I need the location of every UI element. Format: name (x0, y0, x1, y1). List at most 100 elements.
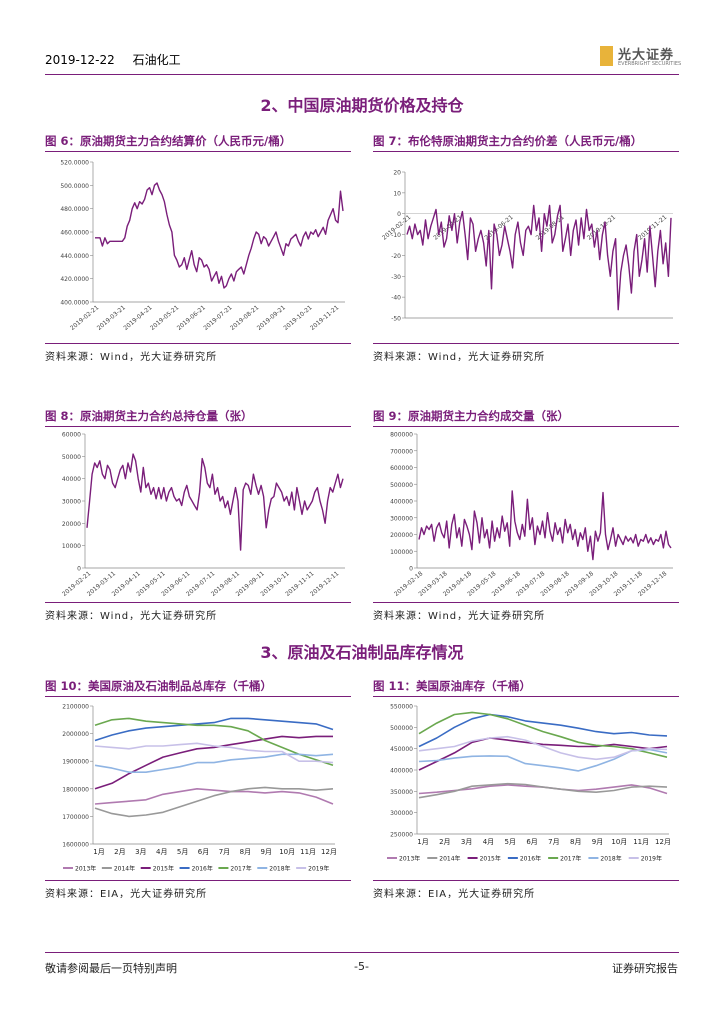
fig6-source: 资料来源：Wind，光大证券研究所 (45, 352, 218, 363)
y-tick-label: 700000 (390, 448, 413, 455)
y-tick-label: 520.0000 (60, 160, 89, 167)
series-line-2 (418, 782, 668, 799)
x-tick-label: 7月 (219, 848, 230, 856)
fig8-source: 资料来源：Wind，光大证券研究所 (45, 611, 218, 622)
legend-label: 2015年 (153, 865, 174, 873)
y-tick-label: 0 (409, 566, 413, 573)
y-tick-label: 550000 (390, 704, 413, 711)
fig7-title: 图 7：布伦特原油期货主力合约价差（人民币元/桶） (373, 134, 643, 148)
fig6-bottom-rule (45, 343, 351, 344)
fig9-source: 资料来源：Wind，光大证券研究所 (373, 611, 546, 622)
y-tick-label: 400000 (390, 499, 413, 506)
fig6-title: 图 6：原油期货主力合约结算价（人民币元/桶） (45, 134, 292, 148)
legend-label: 2018年 (269, 865, 290, 873)
x-tick-label: 11月 (300, 848, 316, 856)
y-tick-label: 0 (77, 566, 81, 573)
x-tick-label: 8月 (570, 838, 581, 846)
y-tick-label: 2000000 (62, 731, 89, 738)
y-tick-label: 100000 (390, 549, 413, 556)
x-tick-label: 7月 (548, 838, 559, 846)
fig11-chart: 250000 300000 350000 400000 450000 500000 5500… (387, 704, 671, 863)
series-line-5 (418, 711, 668, 758)
series-line-7 (418, 735, 668, 761)
y-tick-label: 400.0000 (60, 300, 89, 307)
legend-label: 2015年 (480, 855, 501, 863)
fig8-chart: 01000020000300004000050000600002019-02-2… (61, 432, 345, 598)
industry-label: 石油化工 (132, 53, 181, 67)
section-title-3: 3、原油及石油制品库存情况 (260, 643, 464, 662)
y-tick-label: 10 (393, 190, 401, 197)
legend-label: 2014年 (439, 855, 460, 863)
x-tick-label: 12月 (655, 838, 671, 846)
series-line-2 (94, 786, 334, 818)
series-line-1 (418, 490, 672, 561)
x-tick-label: 12月 (321, 848, 337, 856)
x-tick-label: 2019-11-21 (309, 304, 340, 332)
x-tick-label: 10月 (279, 848, 295, 856)
x-tick-label: 9月 (592, 838, 603, 846)
logo-text: 光大证券 (618, 48, 675, 63)
y-tick-label: 20 (393, 170, 401, 177)
fig10-title-rule (45, 696, 351, 697)
section-title-2: 2、中国原油期货价格及持仓 (260, 96, 464, 115)
x-tick-label: 8月 (240, 848, 251, 856)
x-tick-label: 3月 (461, 838, 472, 846)
y-tick-label: 1800000 (62, 786, 89, 793)
y-tick-label: 2100000 (62, 704, 89, 711)
fig6-chart: 400.0000 420.0000 440.0000 460.0000 480.0000… (60, 160, 345, 332)
legend-label: 2019年 (641, 855, 662, 863)
fig11-title-rule (373, 696, 679, 697)
fig9-title-rule (373, 426, 679, 427)
y-tick-label: -30 (391, 274, 401, 281)
fig11-title: 图 11：美国原油库存（千桶） (373, 679, 532, 693)
fig9-title: 图 9：原油期货主力合约成交量（张） (373, 409, 570, 423)
series-line-1 (86, 453, 344, 551)
y-tick-label: 1700000 (62, 814, 89, 821)
x-tick-label: 5月 (505, 838, 516, 846)
series-line-1 (418, 784, 668, 795)
fig7-title-rule (373, 151, 679, 152)
y-tick-label: 20000 (62, 521, 81, 528)
x-tick-label: 6月 (526, 838, 537, 846)
series-line-4 (94, 717, 334, 742)
legend-label: 2014年 (114, 865, 135, 873)
legend-label: 2016年 (520, 855, 541, 863)
series-line-3 (94, 735, 333, 790)
y-tick-label: 350000 (390, 789, 413, 796)
x-tick-label: 9月 (261, 848, 272, 856)
fig8-title-rule (45, 426, 351, 427)
legend-label: 2013年 (399, 855, 420, 863)
y-tick-label: 420.0000 (60, 276, 89, 283)
y-tick-label: -50 (391, 316, 401, 323)
company-logo: 光大证券 EVERBRIGHT SECURITIES (600, 44, 681, 70)
x-tick-label: 1月 (417, 838, 428, 846)
y-tick-label: 500000 (390, 725, 413, 732)
legend-label: 2017年 (560, 855, 581, 863)
y-tick-label: 30000 (62, 499, 81, 506)
legend-label: 2016年 (192, 865, 213, 873)
y-tick-label: -20 (391, 253, 401, 260)
legend-label: 2019年 (308, 865, 329, 873)
y-tick-label: 50000 (62, 454, 81, 461)
series-line-6 (94, 753, 334, 773)
x-tick-label: 4月 (156, 848, 167, 856)
x-tick-label: 2019-11-21 (637, 214, 668, 242)
y-tick-label: 60000 (62, 432, 81, 439)
fig8-bottom-rule (45, 602, 351, 603)
y-tick-label: -10 (391, 232, 401, 239)
page-number: -5- (354, 960, 369, 973)
fig9-bottom-rule (373, 602, 679, 603)
y-tick-label: 460.0000 (60, 230, 89, 237)
series-line-1 (406, 204, 672, 311)
y-tick-label: 500000 (390, 482, 413, 489)
fig10-bottom-rule (45, 880, 351, 881)
y-tick-label: 600000 (390, 465, 413, 472)
y-tick-label: 500.0000 (60, 183, 89, 190)
fig10-chart: 1600000 1700000 1800000 1900000 2000000 21000… (62, 704, 337, 873)
series-line-1 (95, 182, 344, 289)
y-tick-label: 300000 (390, 515, 413, 522)
series-line-7 (94, 742, 334, 764)
y-tick-label: 440.0000 (60, 253, 89, 260)
y-tick-label: 480.0000 (60, 206, 89, 213)
